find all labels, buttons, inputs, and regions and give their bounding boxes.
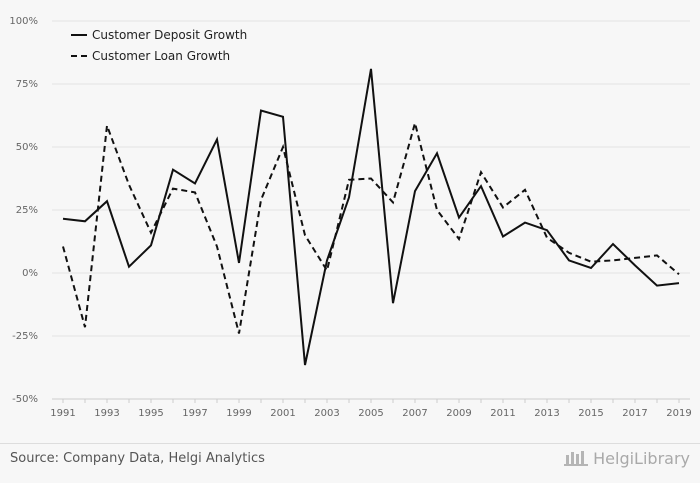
x-tick-label: 2007 — [402, 408, 427, 419]
x-tick-label: 1993 — [94, 408, 119, 419]
x-tick-label: 2019 — [666, 408, 691, 419]
y-tick-label: 100% — [9, 16, 38, 27]
x-tick-label: 2009 — [446, 408, 471, 419]
gridlines — [52, 20, 690, 337]
y-tick-label: 0% — [22, 268, 38, 279]
x-tick-label: 1997 — [182, 408, 207, 419]
source-note: Source: Company Data, Helgi Analytics — [10, 451, 265, 466]
legend-label-loan: Customer Loan Growth — [92, 49, 230, 63]
x-tick-label: 1999 — [226, 408, 251, 419]
helgi-library-logo: HelgiLibrary — [563, 448, 690, 468]
series-line-deposit-growth — [62, 68, 680, 366]
x-tick-label: 1991 — [50, 408, 75, 419]
legend: Customer Deposit Growth Customer Loan Gr… — [71, 28, 247, 63]
y-tick-label: 75% — [16, 79, 38, 90]
series-line-loan-growth — [62, 119, 680, 334]
y-tick-label: -25% — [12, 331, 38, 342]
series-lines — [62, 68, 680, 366]
line-chart: 100% 75% 50% 25% 0% -25% -50% 1991 1993 1995 1997 1… — [9, 16, 691, 419]
x-tick-label: 2013 — [534, 408, 559, 419]
y-tick-label: -50% — [12, 394, 38, 405]
x-tick-label: 2015 — [578, 408, 603, 419]
x-tick-label: 1995 — [138, 408, 163, 419]
footer-divider — [0, 443, 700, 444]
axes: 100% 75% 50% 25% 0% -25% -50% 1991 1993 1995 1997 1… — [9, 16, 691, 419]
x-tick-label: 2005 — [358, 408, 383, 419]
y-tick-label: 50% — [16, 142, 38, 153]
x-tick-label: 2017 — [622, 408, 647, 419]
x-tick-label: 2001 — [270, 408, 295, 419]
legend-label-deposit: Customer Deposit Growth — [92, 28, 247, 42]
x-tick-label: 2011 — [490, 408, 515, 419]
library-icon — [564, 451, 589, 466]
logo-text: HelgiLibrary — [593, 448, 690, 468]
x-tick-label: 2003 — [314, 408, 339, 419]
y-tick-label: 25% — [16, 205, 38, 216]
